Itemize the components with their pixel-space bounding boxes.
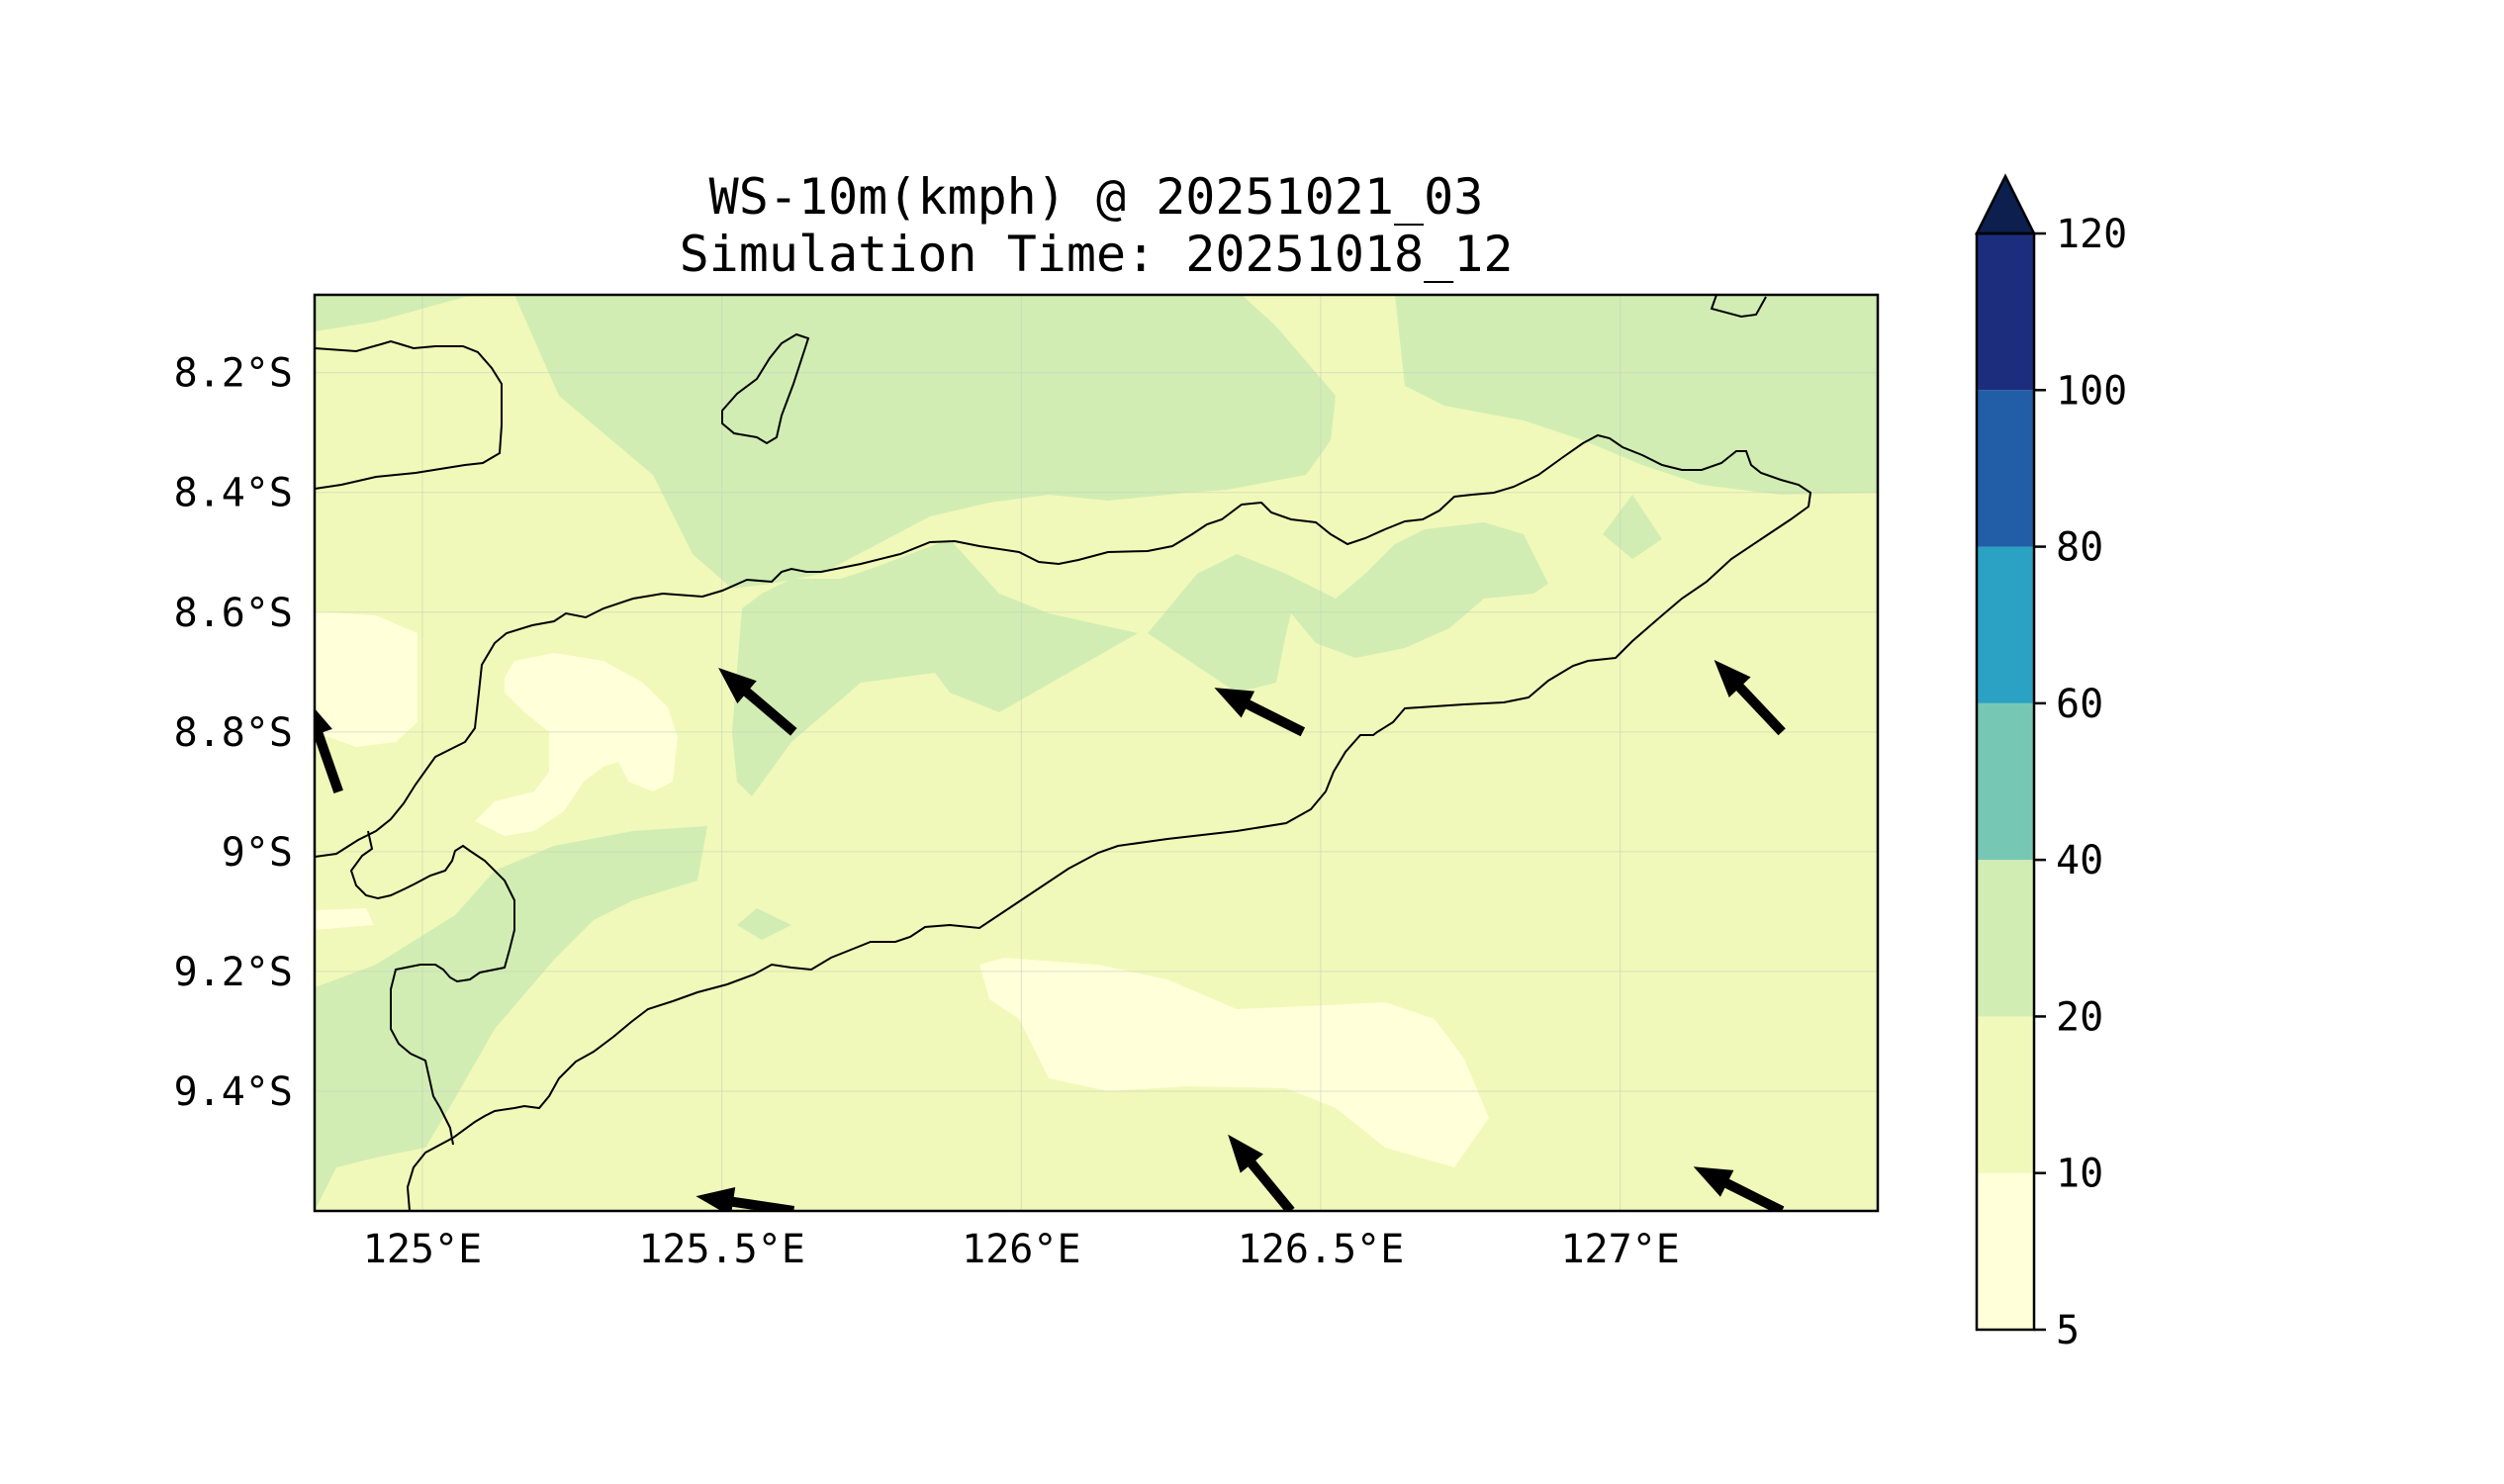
- colorbar-tick-label: 120: [2056, 212, 2127, 257]
- coastline-atauro: [721, 332, 810, 445]
- coastline-north-1: [315, 339, 503, 490]
- contour-5-10-south: [979, 958, 1489, 1167]
- colorbar-segment: [1977, 1172, 2034, 1330]
- colorbar-segment: [1977, 860, 2034, 1017]
- lat-tick-label: 9°S: [222, 830, 293, 876]
- colorbar-segment: [1977, 233, 2034, 391]
- contour-20-40-small: [1603, 495, 1662, 559]
- colorbar: 5 10 20 40 60 80 100 120: [1974, 173, 2127, 1353]
- lat-tick-label: 9.2°S: [174, 950, 293, 995]
- colorbar-extend-triangle: [1974, 173, 2037, 235]
- wind-arrow: [718, 668, 797, 736]
- wind-arrow: [696, 1186, 795, 1211]
- contour-20-40-east: [1148, 522, 1548, 693]
- colorbar-frame: [1975, 232, 2036, 1332]
- colorbar-tick-label: 20: [2056, 994, 2103, 1040]
- lon-tick-label: 125.5°E: [638, 1227, 805, 1272]
- map-frame: [313, 293, 1880, 1213]
- title-line2: Simulation Time: 20251018_12: [680, 226, 1514, 283]
- wind-vectors: [315, 659, 1786, 1211]
- contour-20-40-islet: [737, 908, 791, 940]
- lat-tick-label: 9.4°S: [174, 1069, 293, 1115]
- contour-20-40-southwest: [315, 826, 707, 1211]
- coastline-north-coast: [315, 433, 1812, 1211]
- lon-tick-label: 126°E: [962, 1227, 1080, 1272]
- coastline-south-peninsula: [349, 830, 515, 1146]
- colorbar-segment: [1977, 546, 2034, 703]
- colorbar-segment: [1977, 702, 2034, 861]
- contour-5-10-west: [315, 611, 417, 747]
- colorbar-tick-label: 80: [2056, 525, 2103, 571]
- lon-tick-label: 125°E: [363, 1227, 482, 1272]
- lon-tick-label: 127°E: [1560, 1227, 1679, 1272]
- lat-tick-label: 8.6°S: [174, 591, 293, 636]
- contour-20-40-northeast: [1395, 295, 1878, 495]
- wind-arrow: [1714, 659, 1786, 736]
- colorbar-tick-label: 60: [2056, 682, 2103, 727]
- colorbar-tick-label: 100: [2056, 368, 2127, 414]
- map-panel: 125°E 125.5°E 126°E 126.5°E 127°E 8.2°S 8.4°S…: [174, 293, 1880, 1272]
- colorbar-tick-label: 10: [2056, 1152, 2103, 1197]
- wind-arrow: [1214, 688, 1306, 737]
- graticule: [315, 295, 1878, 1211]
- contour-5-10-small: [315, 908, 374, 930]
- wind-speed-contours: [315, 295, 1878, 1211]
- longitude-ticks: 125°E 125.5°E 126°E 126.5°E 127°E: [363, 1227, 1680, 1272]
- coastlines: [315, 295, 1812, 1211]
- lon-tick-label: 126.5°E: [1238, 1227, 1405, 1272]
- title-line1: WS-10m(kmph) @ 20251021_03: [709, 168, 1484, 226]
- colorbar-tick-label: 40: [2056, 838, 2103, 883]
- colorbar-tick-label: 5: [2056, 1308, 2080, 1353]
- wind-arrow: [315, 708, 343, 793]
- contour-5-10-center-west: [475, 653, 678, 836]
- lat-tick-label: 8.4°S: [174, 471, 293, 516]
- colorbar-segment: [1977, 1016, 2034, 1173]
- coastline-north-2: [1710, 295, 1767, 319]
- wind-arrow: [1693, 1166, 1785, 1211]
- wind-arrow: [1228, 1134, 1295, 1211]
- lat-tick-label: 8.2°S: [174, 351, 293, 397]
- lat-tick-label: 8.8°S: [174, 710, 293, 756]
- contour-20-40-central: [732, 539, 1138, 796]
- latitude-ticks: 8.2°S 8.4°S 8.6°S 8.8°S 9°S 9.2°S 9.4°S: [174, 351, 293, 1115]
- colorbar-segment: [1977, 390, 2034, 547]
- contour-20-40-north: [315, 295, 1336, 589]
